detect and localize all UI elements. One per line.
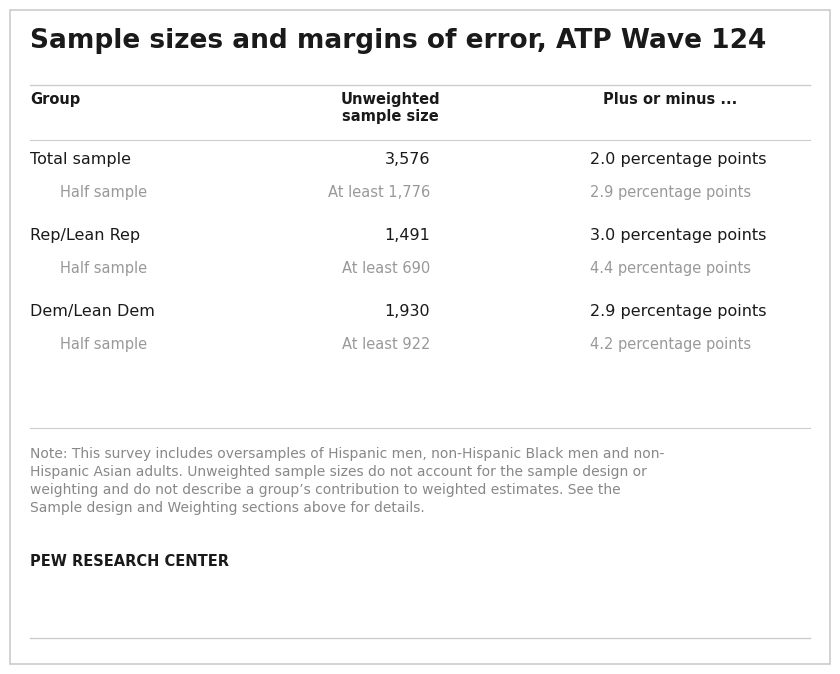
Text: 4.4 percentage points: 4.4 percentage points bbox=[590, 261, 751, 276]
Text: Sample sizes and margins of error, ATP Wave 124: Sample sizes and margins of error, ATP W… bbox=[30, 28, 766, 54]
Text: weighting and do not describe a group’s contribution to weighted estimates. See : weighting and do not describe a group’s … bbox=[30, 483, 621, 497]
Text: Half sample: Half sample bbox=[60, 337, 147, 352]
Text: Unweighted
sample size: Unweighted sample size bbox=[340, 92, 440, 125]
Text: 2.9 percentage points: 2.9 percentage points bbox=[590, 304, 767, 319]
Text: 2.9 percentage points: 2.9 percentage points bbox=[590, 185, 751, 200]
Text: Half sample: Half sample bbox=[60, 261, 147, 276]
Text: 2.0 percentage points: 2.0 percentage points bbox=[590, 152, 767, 167]
Text: Total sample: Total sample bbox=[30, 152, 131, 167]
Text: PEW RESEARCH CENTER: PEW RESEARCH CENTER bbox=[30, 554, 229, 569]
Text: 4.2 percentage points: 4.2 percentage points bbox=[590, 337, 751, 352]
Text: 1,491: 1,491 bbox=[384, 228, 430, 243]
Text: At least 690: At least 690 bbox=[342, 261, 430, 276]
Text: Hispanic Asian adults. Unweighted sample sizes do not account for the sample des: Hispanic Asian adults. Unweighted sample… bbox=[30, 465, 647, 479]
Text: Note: This survey includes oversamples of Hispanic men, non-Hispanic Black men a: Note: This survey includes oversamples o… bbox=[30, 447, 664, 461]
Text: 3,576: 3,576 bbox=[385, 152, 430, 167]
Text: Plus or minus ...: Plus or minus ... bbox=[603, 92, 738, 107]
Text: 1,930: 1,930 bbox=[385, 304, 430, 319]
Text: Rep/Lean Rep: Rep/Lean Rep bbox=[30, 228, 140, 243]
Text: Sample design and Weighting sections above for details.: Sample design and Weighting sections abo… bbox=[30, 501, 425, 515]
Text: Dem/Lean Dem: Dem/Lean Dem bbox=[30, 304, 155, 319]
Text: Group: Group bbox=[30, 92, 81, 107]
Text: Half sample: Half sample bbox=[60, 185, 147, 200]
Text: 3.0 percentage points: 3.0 percentage points bbox=[590, 228, 766, 243]
Text: At least 922: At least 922 bbox=[342, 337, 430, 352]
Text: At least 1,776: At least 1,776 bbox=[328, 185, 430, 200]
